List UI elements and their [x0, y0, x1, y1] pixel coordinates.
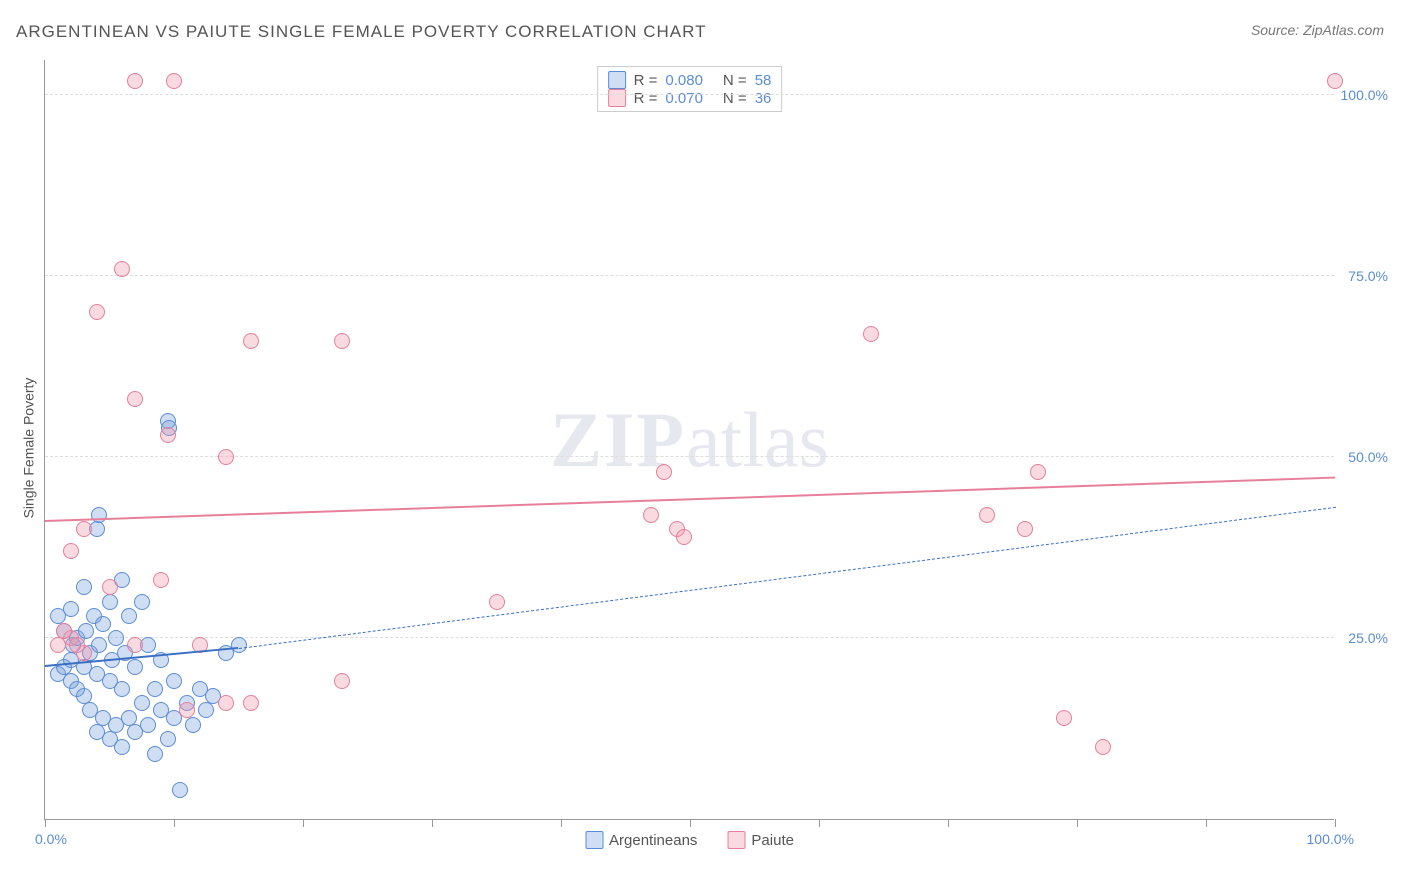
x-tick	[303, 819, 304, 827]
data-point	[102, 579, 118, 595]
x-tick	[819, 819, 820, 827]
data-point	[69, 637, 85, 653]
data-point	[218, 449, 234, 465]
data-point	[198, 702, 214, 718]
data-point	[95, 616, 111, 632]
data-point	[160, 427, 176, 443]
y-axis-label: Single Female Poverty	[20, 378, 36, 519]
x-tick	[1206, 819, 1207, 827]
swatch-series-1	[608, 71, 626, 89]
data-point	[979, 507, 995, 523]
y-tick-label: 100.0%	[1341, 87, 1388, 103]
data-point	[108, 630, 124, 646]
data-point	[114, 261, 130, 277]
data-point	[166, 673, 182, 689]
x-tick	[1335, 819, 1336, 827]
trend-line	[45, 477, 1335, 522]
plot-area: ZIPatlas R = 0.080 N = 58 R = 0.070 N = …	[44, 60, 1334, 820]
stats-row-2: R = 0.070 N = 36	[608, 89, 772, 107]
data-point	[147, 681, 163, 697]
trend-line	[238, 507, 1335, 649]
data-point	[1056, 710, 1072, 726]
data-point	[863, 326, 879, 342]
data-point	[160, 731, 176, 747]
data-point	[76, 579, 92, 595]
data-point	[185, 717, 201, 733]
swatch-series-2	[608, 89, 626, 107]
x-tick	[561, 819, 562, 827]
data-point	[179, 702, 195, 718]
gridline	[45, 456, 1334, 457]
y-tick-label: 75.0%	[1348, 268, 1388, 284]
data-point	[114, 681, 130, 697]
data-point	[89, 304, 105, 320]
x-tick	[1077, 819, 1078, 827]
source-attribution: Source: ZipAtlas.com	[1251, 22, 1384, 38]
data-point	[91, 507, 107, 523]
x-tick	[690, 819, 691, 827]
data-point	[140, 717, 156, 733]
data-point	[76, 521, 92, 537]
data-point	[676, 529, 692, 545]
data-point	[127, 391, 143, 407]
watermark: ZIPatlas	[550, 395, 829, 485]
data-point	[643, 507, 659, 523]
data-point	[147, 746, 163, 762]
chart-title: ARGENTINEAN VS PAIUTE SINGLE FEMALE POVE…	[16, 22, 706, 42]
x-tick	[45, 819, 46, 827]
y-tick-label: 25.0%	[1348, 630, 1388, 646]
data-point	[243, 695, 259, 711]
legend-item-2: Paiute	[727, 831, 794, 849]
data-point	[1327, 73, 1343, 89]
data-point	[63, 601, 79, 617]
data-point	[334, 673, 350, 689]
x-tick	[174, 819, 175, 827]
stats-row-1: R = 0.080 N = 58	[608, 71, 772, 89]
data-point	[334, 333, 350, 349]
data-point	[78, 623, 94, 639]
data-point	[121, 608, 137, 624]
data-point	[134, 695, 150, 711]
x-tick	[948, 819, 949, 827]
data-point	[102, 594, 118, 610]
data-point	[114, 739, 130, 755]
data-point	[172, 782, 188, 798]
x-min-label: 0.0%	[35, 831, 67, 847]
data-point	[134, 594, 150, 610]
legend-item-1: Argentineans	[585, 831, 697, 849]
data-point	[1095, 739, 1111, 755]
data-point	[127, 637, 143, 653]
data-point	[63, 543, 79, 559]
data-point	[153, 572, 169, 588]
stats-legend-box: R = 0.080 N = 58 R = 0.070 N = 36	[597, 66, 783, 112]
data-point	[231, 637, 247, 653]
x-max-label: 100.0%	[1307, 831, 1354, 847]
swatch-series-2b	[727, 831, 745, 849]
data-point	[218, 695, 234, 711]
bottom-legend: Argentineans Paiute	[585, 831, 794, 849]
data-point	[127, 73, 143, 89]
data-point	[127, 659, 143, 675]
data-point	[91, 637, 107, 653]
gridline	[45, 275, 1334, 276]
data-point	[56, 623, 72, 639]
data-point	[1030, 464, 1046, 480]
data-point	[166, 73, 182, 89]
y-tick-label: 50.0%	[1348, 449, 1388, 465]
x-tick	[432, 819, 433, 827]
data-point	[489, 594, 505, 610]
gridline	[45, 94, 1334, 95]
data-point	[1017, 521, 1033, 537]
swatch-series-1b	[585, 831, 603, 849]
chart-container: ARGENTINEAN VS PAIUTE SINGLE FEMALE POVE…	[0, 0, 1406, 892]
data-point	[656, 464, 672, 480]
data-point	[243, 333, 259, 349]
